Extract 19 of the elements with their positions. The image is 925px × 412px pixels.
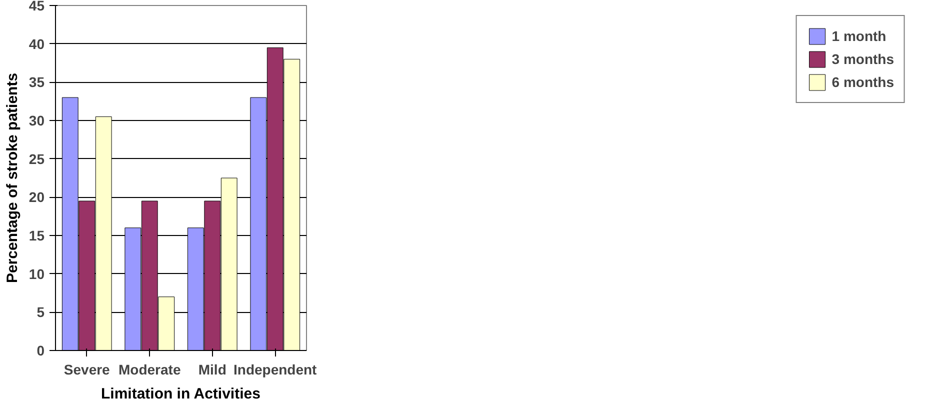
y-axis-title: Percentage of stroke patients <box>4 72 21 284</box>
x-tick-label: Independent <box>234 362 318 378</box>
x-axis-title: Limitation in Activities <box>100 386 260 402</box>
x-tick-label: Severe <box>64 362 110 378</box>
y-tick-label: 10 <box>28 266 45 282</box>
y-tick-label: 20 <box>28 189 45 206</box>
y-tick-label: 15 <box>28 228 45 244</box>
y-tick-label: 0 <box>36 342 45 358</box>
x-tick-label: Mild <box>198 362 226 378</box>
y-tick-label: 40 <box>28 36 45 52</box>
y-tick-label: 30 <box>28 112 45 128</box>
x-tick-label: Moderate <box>118 362 181 378</box>
y-tick-label: 35 <box>28 74 45 90</box>
legend-label: 3 months <box>832 51 894 67</box>
y-tick-label: 25 <box>28 150 45 167</box>
y-tick-label: 45 <box>28 0 45 14</box>
legend-label: 6 months <box>832 74 894 90</box>
legend-label: 1 month <box>832 28 886 44</box>
y-tick-label: 5 <box>36 304 45 320</box>
